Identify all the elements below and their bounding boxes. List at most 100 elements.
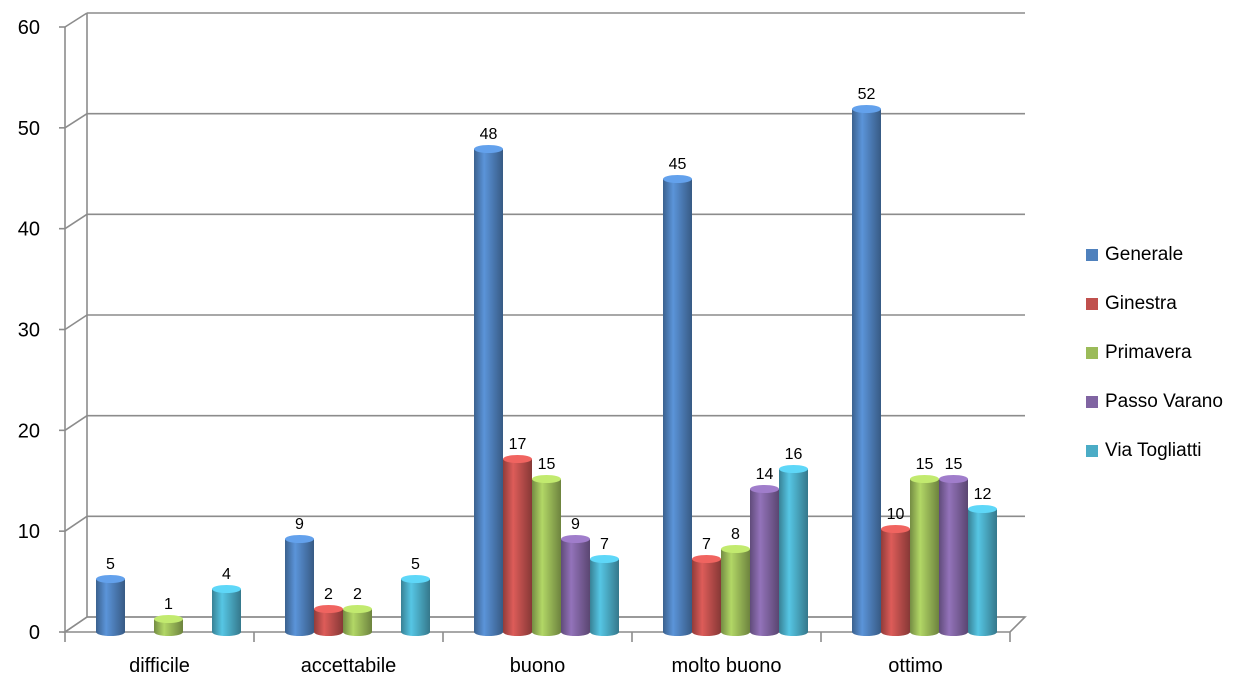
bar-cap bbox=[285, 535, 314, 543]
data-label: 17 bbox=[509, 436, 527, 453]
data-label: 12 bbox=[974, 486, 992, 503]
legend-item: Generale bbox=[1086, 230, 1223, 279]
bar bbox=[852, 105, 881, 636]
bar-body bbox=[212, 589, 241, 636]
bar-body bbox=[314, 609, 343, 636]
bar-body bbox=[154, 619, 183, 636]
legend-label: Passo Varano bbox=[1105, 390, 1223, 412]
bar-body bbox=[474, 149, 503, 636]
data-label: 5 bbox=[411, 556, 420, 573]
bar-cap bbox=[532, 475, 561, 483]
bar-cap bbox=[154, 615, 183, 623]
legend-item: Passo Varano bbox=[1086, 377, 1223, 426]
bar bbox=[212, 585, 241, 636]
bar bbox=[401, 575, 430, 636]
x-tick-label: difficile bbox=[129, 655, 190, 677]
data-label: 8 bbox=[731, 526, 740, 543]
data-label: 9 bbox=[571, 516, 580, 533]
gridline-side bbox=[64, 616, 88, 633]
bar-cap bbox=[212, 585, 241, 593]
bar-body bbox=[779, 469, 808, 636]
bar-cap bbox=[750, 485, 779, 493]
legend-swatch bbox=[1086, 346, 1098, 359]
bar-body bbox=[532, 479, 561, 636]
bar bbox=[474, 145, 503, 636]
bar-body bbox=[721, 549, 750, 636]
bar-cap bbox=[96, 575, 125, 583]
legend-item: Primavera bbox=[1086, 328, 1223, 377]
bar-cap bbox=[474, 145, 503, 153]
data-label: 4 bbox=[222, 566, 231, 583]
data-label: 52 bbox=[858, 86, 876, 103]
data-label: 2 bbox=[353, 586, 362, 603]
legend-item: Via Togliatti bbox=[1086, 426, 1223, 475]
bar-body bbox=[285, 539, 314, 636]
legend: Generale Ginestra Primavera Passo Varano Via… bbox=[1086, 230, 1223, 475]
gridline-side bbox=[64, 415, 88, 431]
bar-cap bbox=[314, 605, 343, 613]
y-tick-label: 10 bbox=[18, 521, 40, 543]
data-label: 7 bbox=[702, 536, 711, 553]
bar-cap bbox=[663, 175, 692, 183]
data-label: 16 bbox=[785, 446, 803, 463]
bar bbox=[343, 605, 372, 636]
bar-cap bbox=[561, 535, 590, 543]
y-tick-label: 60 bbox=[18, 17, 40, 39]
legend-swatch bbox=[1086, 395, 1098, 408]
bar bbox=[939, 475, 968, 636]
x-tick-label: buono bbox=[510, 655, 566, 677]
bar-body bbox=[503, 459, 532, 636]
bar-body bbox=[561, 539, 590, 636]
data-label: 15 bbox=[945, 456, 963, 473]
bar-body bbox=[343, 609, 372, 636]
bar-body bbox=[96, 579, 125, 636]
data-label: 10 bbox=[887, 506, 905, 523]
bar-body bbox=[939, 479, 968, 636]
data-label: 45 bbox=[669, 156, 687, 173]
gridline-side bbox=[64, 112, 88, 129]
y-tick-label: 40 bbox=[18, 219, 40, 241]
data-label: 15 bbox=[916, 456, 934, 473]
legend-label: Generale bbox=[1105, 243, 1184, 265]
bar-cap bbox=[779, 465, 808, 473]
bar-cap bbox=[721, 545, 750, 553]
x-tick-label: molto buono bbox=[671, 655, 781, 677]
legend-swatch bbox=[1086, 248, 1098, 261]
bar-body bbox=[968, 509, 997, 636]
data-label: 2 bbox=[324, 586, 333, 603]
bar bbox=[968, 505, 997, 636]
x-tick-label: accettabile bbox=[301, 655, 397, 677]
legend-label: Ginestra bbox=[1105, 292, 1177, 314]
bar-body bbox=[852, 109, 881, 636]
y-tick-label: 50 bbox=[18, 118, 40, 140]
bar-body bbox=[910, 479, 939, 636]
bar-body bbox=[750, 489, 779, 636]
bar bbox=[154, 615, 183, 636]
bar-body bbox=[881, 529, 910, 636]
bar-cap bbox=[852, 105, 881, 113]
bars bbox=[96, 105, 997, 636]
bar bbox=[692, 555, 721, 636]
bar-cap bbox=[692, 555, 721, 563]
bar bbox=[910, 475, 939, 636]
bar-cap bbox=[401, 575, 430, 583]
data-label: 9 bbox=[295, 516, 304, 533]
bar-body bbox=[590, 559, 619, 636]
bar-cap bbox=[939, 475, 968, 483]
bar-cap bbox=[881, 525, 910, 533]
legend-label: Primavera bbox=[1105, 341, 1192, 363]
y-tick-label: 20 bbox=[18, 420, 40, 442]
y-axis: 0 10 20 30 40 50 60 bbox=[18, 17, 65, 644]
bar-body bbox=[401, 579, 430, 636]
y-tick-label: 0 bbox=[29, 622, 40, 644]
x-tick-label: ottimo bbox=[888, 655, 942, 677]
bar-body bbox=[663, 179, 692, 636]
data-label: 7 bbox=[600, 536, 609, 553]
bar-cap bbox=[968, 505, 997, 513]
bar-cap bbox=[343, 605, 372, 613]
bar bbox=[96, 575, 125, 636]
bar bbox=[590, 555, 619, 636]
bar bbox=[721, 545, 750, 636]
